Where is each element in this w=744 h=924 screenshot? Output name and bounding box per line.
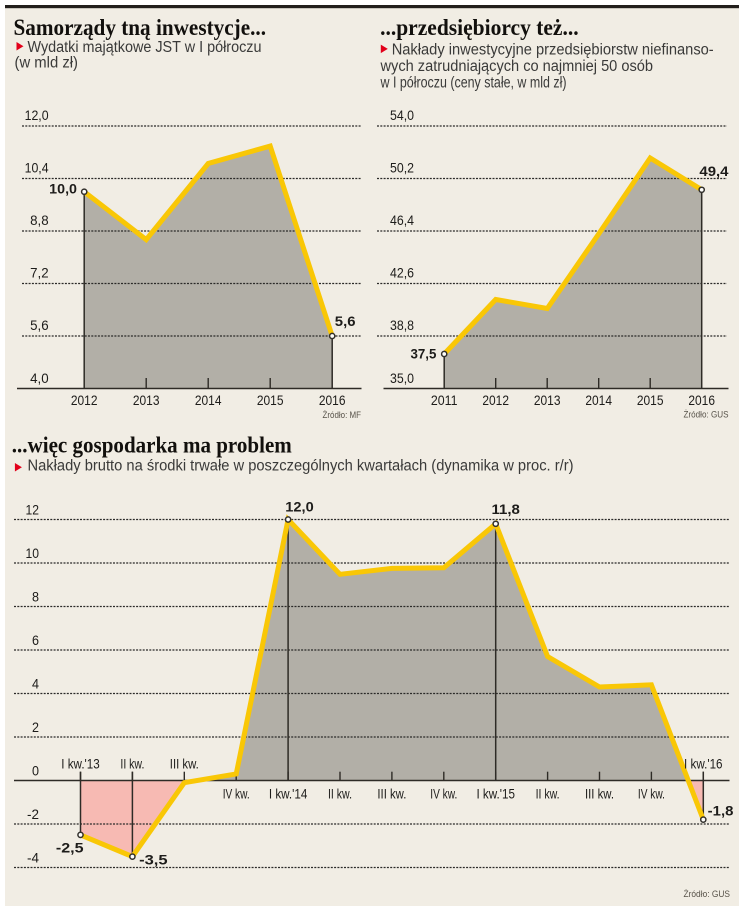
svg-text:42,6: 42,6 [390,264,414,280]
svg-text:Żródło: MF: Żródło: MF [323,410,362,421]
svg-text:2015: 2015 [257,392,284,408]
svg-text:46,4: 46,4 [390,212,414,228]
svg-text:Żródło: GUS: Żródło: GUS [684,889,731,900]
svg-text:Nakłady brutto na środki trwał: Nakłady brutto na środki trwałe w poszcz… [28,458,574,475]
svg-text:8: 8 [32,589,39,605]
svg-text:2012: 2012 [482,392,509,408]
svg-text:10: 10 [26,545,40,561]
svg-text:2013: 2013 [534,392,561,408]
svg-text:2014: 2014 [195,392,222,408]
svg-text:2015: 2015 [637,392,664,408]
svg-text:II kw.: II kw. [536,786,560,802]
svg-text:5,6: 5,6 [335,313,356,329]
svg-text:Nakłady inwestycyjne przedsięb: Nakłady inwestycyjne przedsiębiorstw nie… [392,42,714,59]
svg-text:III kw.: III kw. [585,786,614,802]
svg-text:I kw.'14: I kw.'14 [269,786,308,802]
svg-text:50,2: 50,2 [390,159,414,175]
svg-text:37,5: 37,5 [411,346,437,362]
svg-text:2012: 2012 [71,392,98,408]
svg-text:-3,5: -3,5 [139,851,168,867]
svg-text:I kw.'15: I kw.'15 [476,786,515,802]
svg-text:wych zatrudniających co najmni: wych zatrudniających co najmniej 50 osób [380,58,653,75]
svg-text:(w mld zł): (w mld zł) [15,55,79,72]
svg-text:IV kw.: IV kw. [430,786,457,802]
svg-text:Żródło: GUS: Żródło: GUS [684,410,729,421]
svg-text:12,0: 12,0 [25,107,49,123]
svg-text:IV kw.: IV kw. [638,786,665,802]
svg-text:-1,8: -1,8 [708,803,734,819]
svg-text:II kw.: II kw. [120,755,144,771]
svg-text:II kw.: II kw. [328,786,352,802]
svg-text:38,8: 38,8 [390,317,414,333]
svg-text:2014: 2014 [585,392,612,408]
svg-text:Wydatki majątkowe JST w I półr: Wydatki majątkowe JST w I półroczu [28,39,262,56]
svg-text:4,0: 4,0 [30,370,49,386]
svg-text:...więc gospodarka ma problem: ...więc gospodarka ma problem [12,433,292,459]
svg-text:4: 4 [32,676,39,692]
svg-text:54,0: 54,0 [390,107,414,123]
svg-text:5,6: 5,6 [30,317,49,333]
svg-text:11,8: 11,8 [492,501,521,517]
svg-text:49,4: 49,4 [699,163,728,179]
svg-text:7,2: 7,2 [30,264,49,280]
svg-text:2: 2 [32,719,39,735]
svg-text:2011: 2011 [431,392,458,408]
svg-text:10,0: 10,0 [49,180,77,196]
svg-text:2016: 2016 [688,392,715,408]
svg-text:2016: 2016 [319,392,346,408]
svg-text:III kw.: III kw. [170,755,199,771]
svg-text:12,0: 12,0 [285,499,314,515]
svg-text:III kw.: III kw. [377,786,406,802]
svg-text:w I półroczu (ceny stałe, w ml: w I półroczu (ceny stałe, w mld zł) [380,75,567,92]
svg-text:0: 0 [32,763,39,779]
svg-text:12: 12 [26,502,40,518]
svg-text:Samorządy tną inwestycje...: Samorządy tną inwestycje... [14,15,267,41]
svg-text:2013: 2013 [133,392,160,408]
svg-text:I kw.'16: I kw.'16 [684,755,723,771]
svg-text:6: 6 [32,632,39,648]
svg-text:-4: -4 [27,850,39,866]
svg-text:I kw.'13: I kw.'13 [61,755,100,771]
svg-text:-2,5: -2,5 [56,839,84,855]
svg-text:-2: -2 [27,806,39,822]
svg-text:10,4: 10,4 [25,159,49,175]
svg-text:IV kw.: IV kw. [223,786,250,802]
svg-text:35,0: 35,0 [390,370,414,386]
svg-text:8,8: 8,8 [30,212,49,228]
svg-text:...przedsiębiorcy też...: ...przedsiębiorcy też... [380,15,578,41]
